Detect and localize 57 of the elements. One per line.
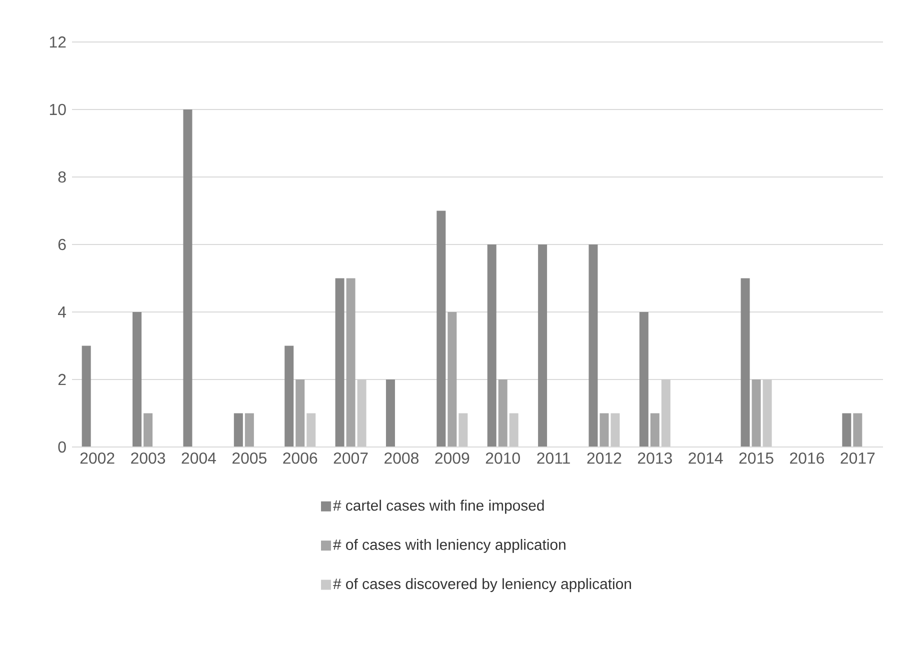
x-tick-label: 2006	[283, 452, 318, 464]
x-tick-label: 2016	[790, 452, 824, 464]
bar	[610, 413, 620, 447]
y-tick-label: 12	[50, 36, 66, 48]
bar	[183, 109, 192, 447]
bar	[436, 210, 446, 447]
bar	[588, 244, 598, 447]
x-tick-label: 2015	[739, 452, 774, 464]
bar	[509, 413, 518, 447]
y-tick-label: 8	[58, 171, 66, 183]
x-tick-label: 2002	[80, 452, 114, 464]
legend-label: # of cases with leniency application	[333, 538, 566, 553]
bar	[600, 413, 609, 447]
bar	[306, 413, 316, 447]
x-tick-label: 2012	[587, 452, 622, 464]
legend-label: # of cases discovered by leniency application	[333, 578, 631, 592]
bar	[639, 312, 648, 447]
bar	[357, 379, 366, 447]
y-tick-label: 0	[58, 441, 66, 453]
bar	[487, 244, 496, 447]
x-tick-label: 2014	[688, 452, 723, 464]
x-tick-label: 2013	[638, 452, 672, 464]
x-tick-label: 2007	[334, 452, 368, 464]
bar	[234, 413, 243, 447]
bar	[762, 379, 772, 447]
bar	[661, 379, 670, 447]
x-tick-label: 2009	[435, 452, 470, 464]
x-tick-label: 2003	[131, 452, 166, 464]
bar	[132, 312, 142, 447]
bar	[752, 379, 761, 447]
x-tick-label: 2008	[384, 452, 419, 464]
x-tick-label: 2004	[182, 452, 216, 464]
bar	[842, 413, 852, 447]
y-tick-label: 2	[58, 374, 66, 386]
y-tick-label: 4	[58, 306, 66, 318]
bar	[244, 413, 254, 447]
bar	[650, 413, 660, 447]
bar	[448, 312, 457, 447]
x-tick-label: 2017	[840, 452, 875, 464]
bar	[82, 346, 91, 447]
legend-label: # cartel cases with fine imposed	[333, 500, 544, 514]
bar	[346, 278, 356, 447]
bar	[498, 379, 508, 447]
bar	[458, 413, 468, 447]
x-tick-label: 2010	[486, 452, 520, 464]
bar	[538, 244, 548, 447]
x-tick-label: 2011	[537, 452, 570, 464]
bar	[284, 346, 294, 447]
bar	[386, 379, 395, 447]
x-tick-label: 2005	[232, 452, 266, 464]
bar	[144, 413, 153, 447]
bar	[853, 413, 862, 447]
y-tick-label: 10	[50, 104, 66, 116]
bar	[740, 278, 750, 447]
bar	[296, 379, 305, 447]
y-tick-label: 6	[58, 238, 66, 250]
bar	[335, 278, 344, 447]
